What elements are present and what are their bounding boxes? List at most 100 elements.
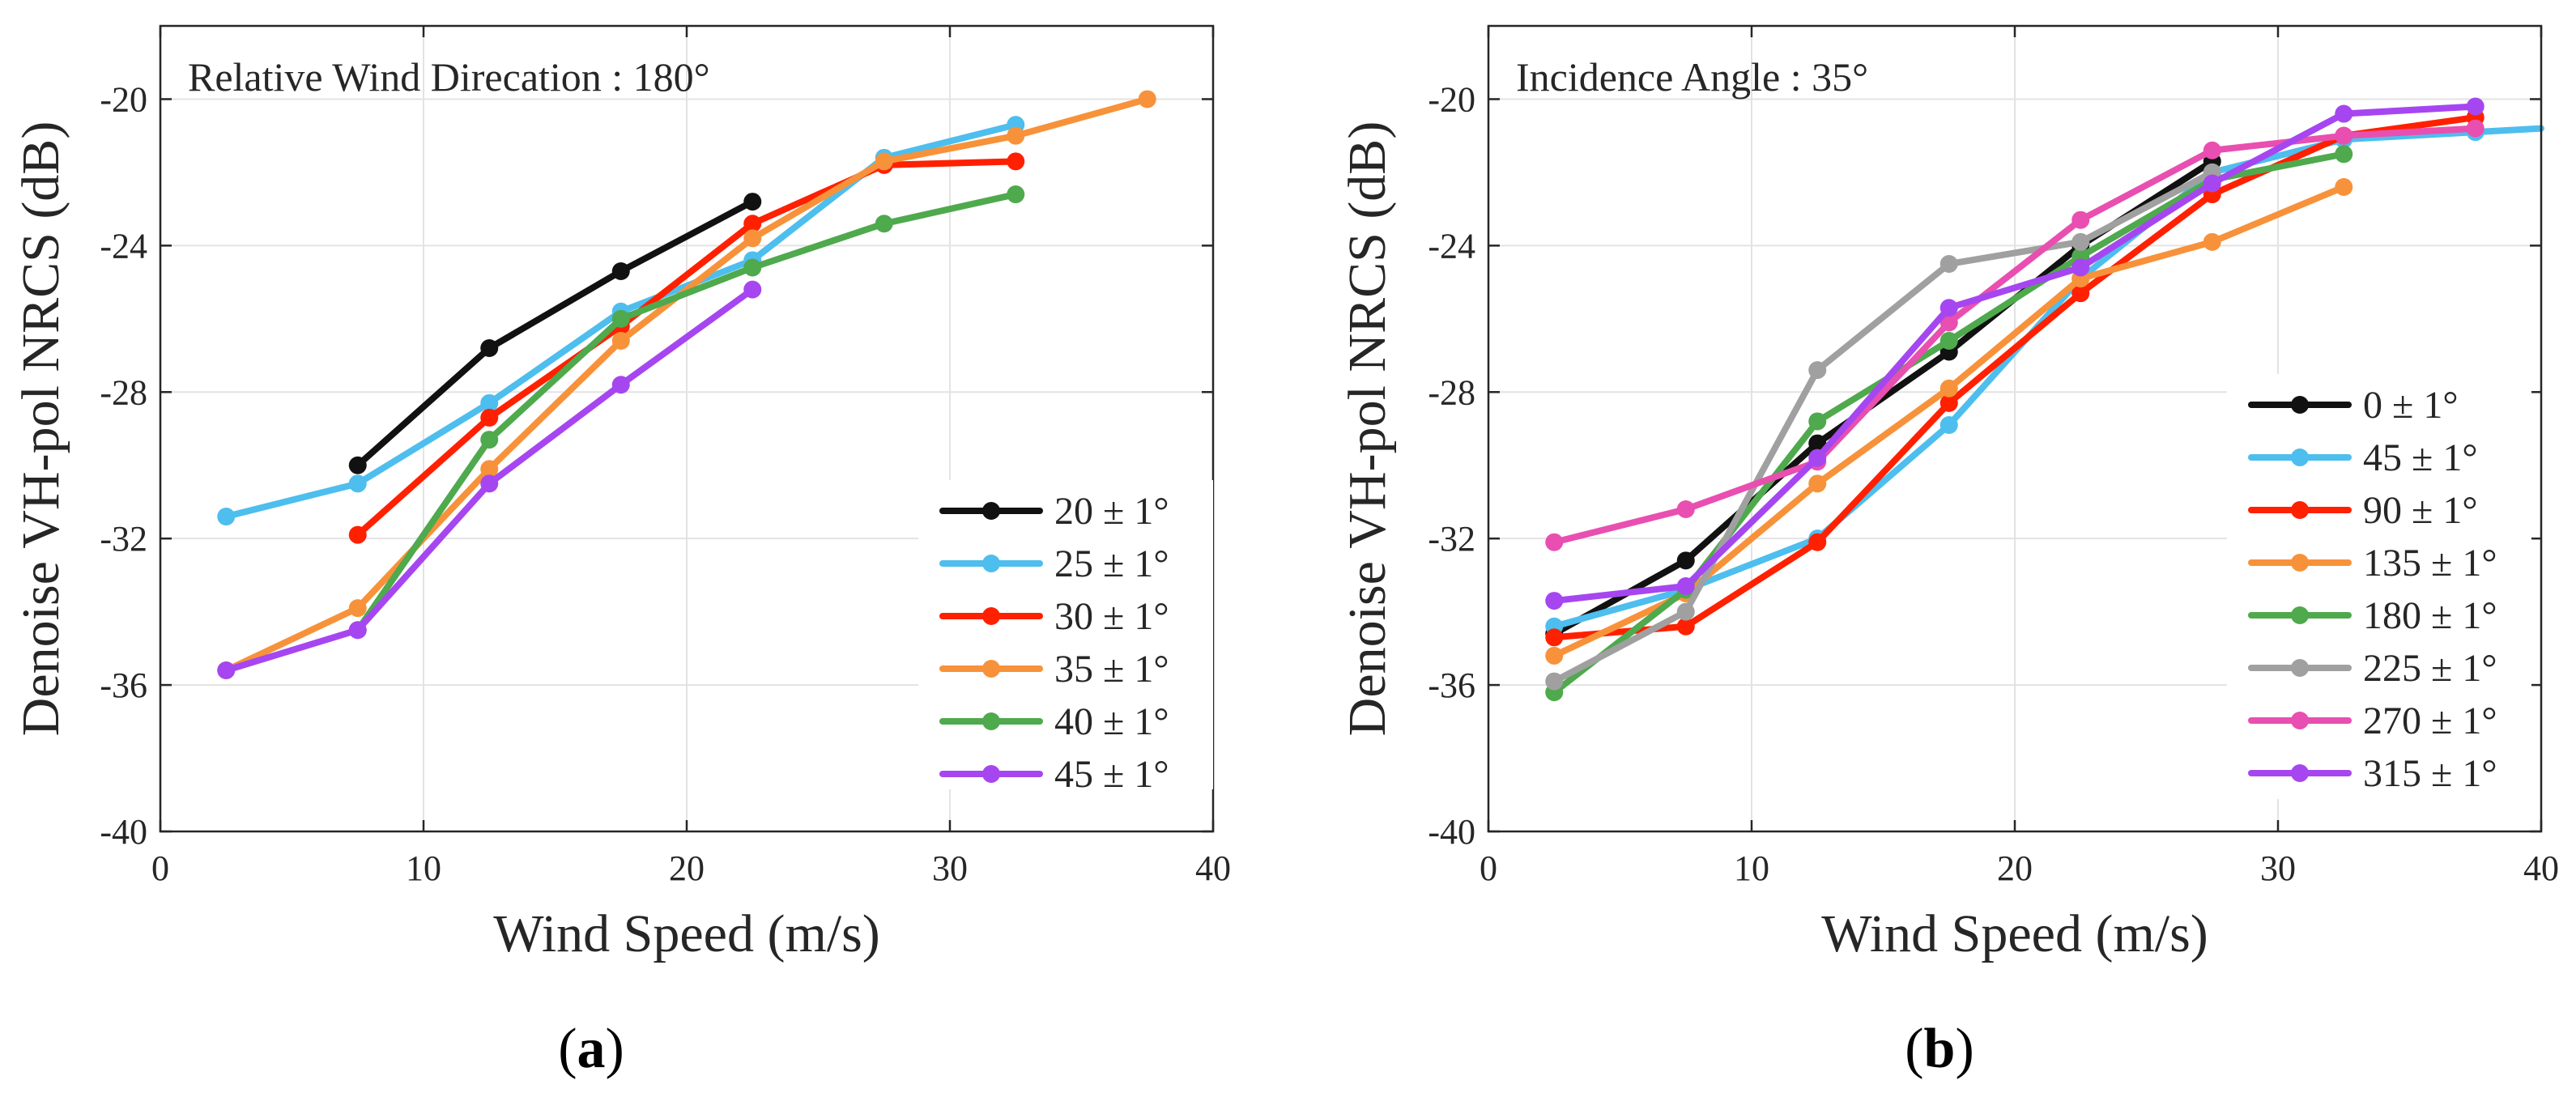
legend-label: 40 ± 1° [1054, 700, 1169, 743]
y-tick-label: -28 [1428, 372, 1475, 412]
legend-swatch-marker [2291, 501, 2309, 519]
y-tick-label: -36 [100, 665, 147, 705]
legend-swatch-marker [2291, 659, 2309, 677]
data-point [2203, 174, 2221, 193]
data-point [1939, 415, 1958, 434]
panel-label: (b) [1905, 1018, 1974, 1080]
data-point [1939, 254, 1958, 273]
legend-box [2227, 374, 2531, 799]
chart-annotation: Relative Wind Direcation : 180° [188, 54, 710, 100]
data-point [1808, 449, 1827, 467]
x-tick-label: 30 [2260, 848, 2296, 888]
y-tick-label: -32 [100, 519, 147, 559]
data-point [348, 621, 367, 640]
series-line [1551, 114, 2479, 641]
legend-swatch-marker [2291, 396, 2309, 414]
data-point [1808, 474, 1827, 493]
data-point [217, 508, 236, 526]
data-point [2466, 97, 2484, 116]
series-45-deg [217, 280, 762, 679]
legend-item: 25 ± 1° [939, 542, 1169, 585]
data-point [2071, 284, 2090, 303]
legend-item: 225 ± 1° [2248, 647, 2497, 690]
legend-label: 180 ± 1° [2363, 594, 2497, 637]
x-tick-label: 20 [669, 848, 705, 888]
data-point [2203, 141, 2221, 159]
data-point [480, 474, 499, 493]
series-line [223, 96, 1151, 674]
legend-label: 30 ± 1° [1054, 595, 1169, 638]
legend-swatch-marker [2291, 449, 2309, 466]
chart-annotation: Incidence Angle : 35° [1516, 54, 1868, 100]
legend-item: 135 ± 1° [2248, 542, 2497, 585]
data-point [1808, 533, 1827, 551]
legend-swatch-marker [2291, 606, 2309, 624]
legend-item: 90 ± 1° [2248, 489, 2478, 532]
legend-label: 45 ± 1° [2363, 436, 2478, 479]
data-point [1676, 551, 1695, 570]
y-tick-label: -36 [1428, 665, 1475, 705]
data-point [1939, 393, 1958, 412]
data-point [875, 152, 893, 171]
legend-item: 20 ± 1° [939, 490, 1169, 533]
legend-swatch-marker [982, 502, 1000, 520]
data-point [2071, 232, 2090, 251]
legend-label: 90 ± 1° [2363, 489, 2478, 532]
data-point [1545, 533, 1564, 551]
legend-label: 270 ± 1° [2363, 699, 2497, 742]
panel-label: (a) [558, 1018, 624, 1080]
data-point [1676, 576, 1695, 595]
legend-label: 135 ± 1° [2363, 542, 2497, 585]
legend-swatch-marker [982, 660, 1000, 678]
legend-label: 20 ± 1° [1054, 490, 1169, 533]
legend-swatch-marker [982, 607, 1000, 625]
series-line [1551, 103, 2479, 605]
series-270-deg [1545, 119, 2484, 551]
data-point [1939, 379, 1958, 398]
y-tick-label: -20 [1428, 79, 1475, 119]
data-point [2466, 119, 2484, 138]
y-axis-label: Denoise VH-pol NRCS (dB) [11, 121, 70, 737]
series-line [1551, 125, 2479, 546]
data-point [1007, 126, 1025, 145]
data-point [480, 460, 499, 478]
legend-label: 35 ± 1° [1054, 648, 1169, 691]
data-point [348, 474, 367, 493]
data-point [2335, 145, 2353, 164]
data-point [2203, 232, 2221, 251]
data-point [611, 376, 630, 394]
legend-item: 40 ± 1° [939, 700, 1169, 743]
legend-swatch-marker [982, 765, 1000, 783]
legend-label: 45 ± 1° [1054, 753, 1169, 796]
data-point [348, 599, 367, 618]
data-point [1939, 299, 1958, 317]
y-tick-label: -28 [100, 372, 147, 412]
x-tick-label: 0 [151, 848, 169, 888]
legend-swatch-marker [2291, 712, 2309, 729]
legend-item: 180 ± 1° [2248, 594, 2497, 637]
legend-box [918, 480, 1213, 789]
legend-swatch-marker [982, 712, 1000, 730]
data-point [611, 262, 630, 281]
data-point [1545, 672, 1564, 691]
data-point [348, 525, 367, 544]
data-point [348, 456, 367, 474]
legend-item: 45 ± 1° [939, 753, 1169, 796]
legend-item: 0 ± 1° [2248, 384, 2459, 427]
legend-swatch-marker [2291, 554, 2309, 572]
data-point [480, 431, 499, 449]
data-point [1545, 592, 1564, 610]
legend-swatch-marker [2291, 764, 2309, 782]
x-axis-label: Wind Speed (m/s) [1821, 904, 2208, 963]
data-point [1808, 412, 1827, 431]
legend: 20 ± 1° 25 ± 1° 30 ± 1° 35 ± 1° 40 ± 1° 45 ± … [918, 480, 1213, 796]
y-tick-label: -32 [1428, 519, 1475, 559]
data-point [611, 309, 630, 328]
legend: 0 ± 1° 45 ± 1° 90 ± 1° 135 ± 1° 180 ± 1° 225 … [2227, 374, 2531, 799]
data-point [217, 661, 236, 679]
series-315-deg [1545, 97, 2484, 610]
data-point [1808, 434, 1827, 453]
x-tick-label: 40 [2523, 848, 2559, 888]
